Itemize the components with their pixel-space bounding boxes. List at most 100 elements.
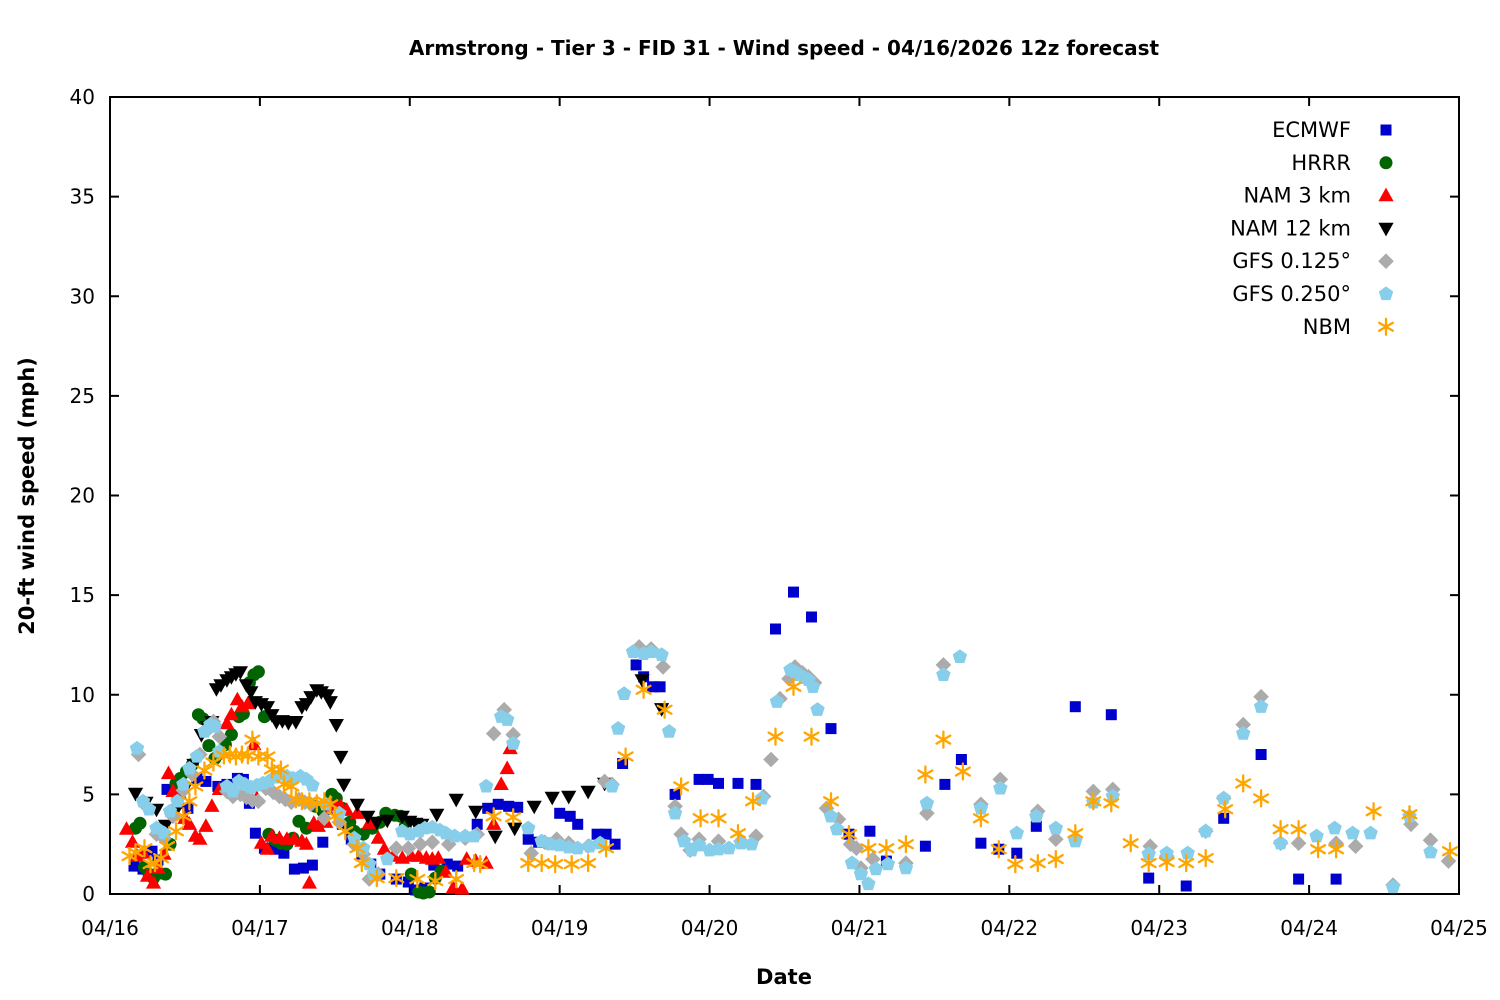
- diamond-marker: [1347, 838, 1364, 854]
- asterisk-marker: [580, 853, 597, 873]
- triangle-down-marker-legend: [1378, 222, 1394, 237]
- pentagon-marker: [805, 679, 821, 693]
- pentagon-marker: [380, 851, 395, 866]
- triangle-up-marker: [240, 695, 256, 710]
- asterisk-marker: [1365, 802, 1382, 821]
- asterisk-marker: [244, 730, 261, 749]
- triangle-down-marker: [127, 787, 144, 802]
- asterisk-marker: [175, 807, 192, 826]
- x-tick-label: 04/23: [1130, 916, 1188, 940]
- square-marker: [1011, 847, 1023, 859]
- square-marker: [654, 681, 666, 693]
- pentagon-marker: [129, 740, 145, 755]
- triangle-down-marker: [369, 816, 385, 831]
- pentagon-marker: [1327, 820, 1342, 835]
- asterisk-marker: [673, 777, 690, 796]
- pentagon-marker: [1159, 845, 1174, 860]
- pentagon-marker: [305, 777, 320, 792]
- square-marker: [669, 788, 681, 800]
- y-tick-label: 10: [70, 683, 95, 707]
- diamond-marker: [1290, 835, 1307, 851]
- triangle-down-marker: [264, 709, 280, 723]
- pentagon-marker: [973, 800, 989, 815]
- triangle-up-marker-legend: [1378, 187, 1394, 202]
- square-marker: [288, 863, 300, 875]
- x-tick-label: 04/17: [231, 916, 289, 940]
- pentagon-marker: [661, 724, 677, 738]
- diamond-marker: [388, 840, 405, 856]
- asterisk-marker: [1103, 794, 1120, 813]
- asterisk-marker: [1140, 853, 1157, 873]
- pentagon-marker: [769, 694, 785, 708]
- triangle-up-marker: [192, 831, 208, 845]
- pentagon-marker: [1363, 825, 1378, 840]
- asterisk-marker: [990, 840, 1007, 859]
- triangle-down-marker: [322, 696, 338, 710]
- asterisk-marker: [1178, 853, 1195, 873]
- square-marker: [441, 858, 453, 870]
- asterisk-marker: [1197, 848, 1214, 868]
- asterisk-marker: [1310, 840, 1327, 859]
- square-marker: [1255, 749, 1267, 760]
- square-marker: [609, 838, 621, 850]
- pentagon-marker: [829, 821, 845, 836]
- pentagon-marker: [466, 828, 482, 843]
- circle-marker: [422, 885, 436, 899]
- triangle-up-marker: [181, 816, 197, 830]
- y-tick-label: 5: [82, 782, 95, 806]
- triangle-down-marker: [336, 778, 352, 793]
- square-marker: [1143, 872, 1155, 884]
- asterisk-marker-legend: [1377, 317, 1395, 336]
- asterisk-marker: [337, 822, 354, 841]
- square-marker: [297, 862, 309, 874]
- triangle-up-marker: [361, 815, 377, 829]
- triangle-up-marker: [499, 760, 515, 775]
- legend: ECMWF HRRR NAM 3 km NAM 12 km GFS 0.125° GFS …: [1230, 118, 1395, 339]
- triangle-down-marker: [243, 686, 259, 700]
- square-marker: [402, 876, 414, 888]
- square-marker: [647, 681, 659, 693]
- asterisk-marker: [822, 792, 840, 811]
- asterisk-marker: [1158, 852, 1175, 872]
- diamond-marker: [1048, 831, 1064, 847]
- asterisk-marker: [1047, 849, 1064, 869]
- triangle-down-marker: [487, 830, 503, 845]
- triangle-up-marker: [246, 736, 262, 751]
- asterisk-marker: [744, 792, 762, 811]
- asterisk-marker: [326, 807, 343, 826]
- pentagon-marker: [499, 712, 515, 726]
- pentagon-marker: [853, 866, 869, 881]
- pentagon-marker: [676, 833, 692, 848]
- asterisk-marker: [187, 777, 204, 796]
- pentagon-marker: [1273, 835, 1288, 850]
- pentagon-marker: [604, 778, 620, 793]
- asterisk-marker: [353, 853, 370, 873]
- triangle-down-marker: [238, 679, 254, 693]
- triangle-up-marker: [376, 841, 392, 855]
- pentagon-marker: [1198, 823, 1213, 838]
- legend-entry-nam-3-km: NAM 3 km: [1243, 184, 1394, 208]
- square-marker: [572, 818, 584, 830]
- square-marker: [278, 847, 290, 859]
- asterisk-marker: [598, 839, 615, 858]
- asterisk-marker: [767, 727, 784, 746]
- asterisk-marker: [505, 808, 522, 827]
- triangle-down-marker: [333, 750, 349, 765]
- circle-marker: [251, 665, 265, 679]
- asterisk-marker: [533, 853, 550, 873]
- square-marker: [732, 777, 744, 789]
- triangle-down-marker: [580, 785, 596, 800]
- pentagon-marker: [868, 861, 884, 876]
- asterisk-marker: [388, 868, 405, 888]
- pentagon-marker: [1029, 808, 1044, 823]
- asterisk-marker: [136, 839, 153, 858]
- asterisk-marker: [1272, 820, 1289, 839]
- x-tick-label: 04/22: [981, 916, 1039, 940]
- x-tick-label: 04/18: [381, 916, 439, 940]
- pentagon-marker: [711, 841, 726, 856]
- legend-label: ECMWF: [1272, 118, 1351, 142]
- square-marker: [554, 807, 566, 819]
- diamond-marker: [848, 840, 865, 856]
